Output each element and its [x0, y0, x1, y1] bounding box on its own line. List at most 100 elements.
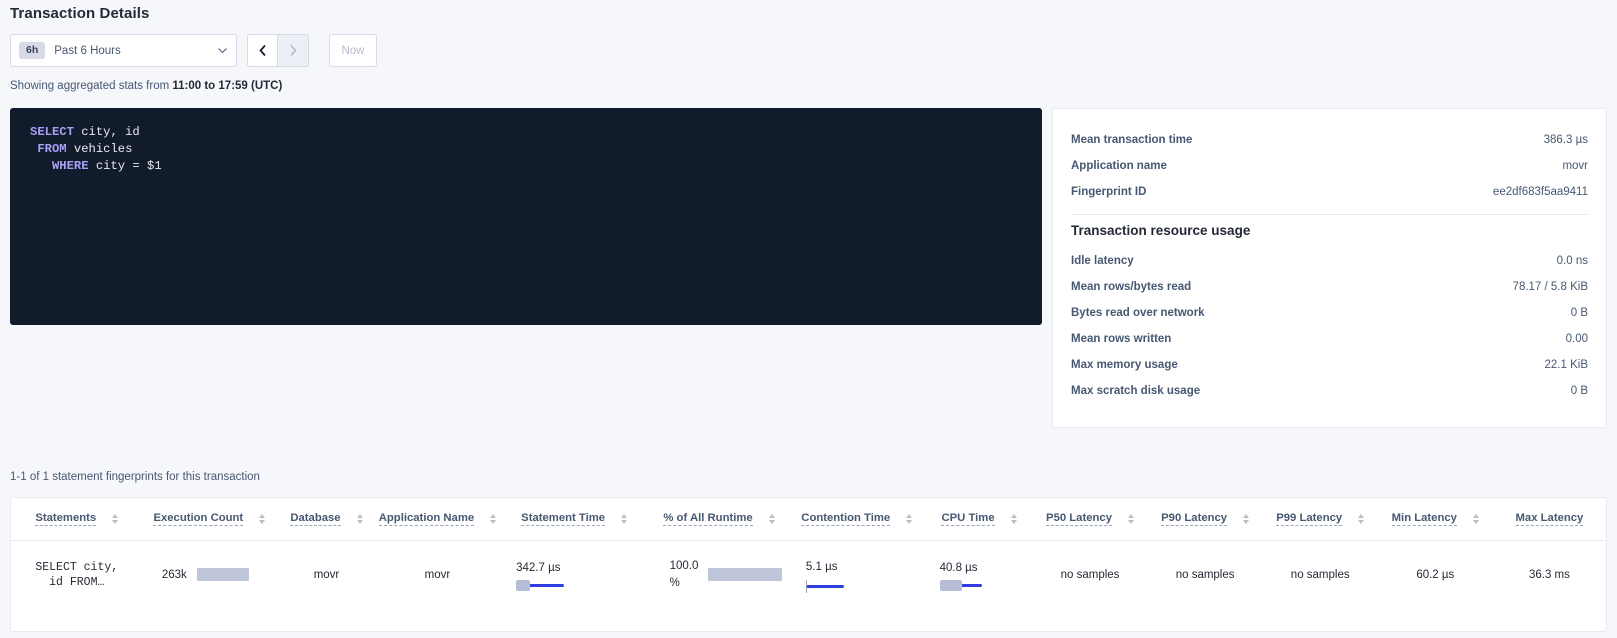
sort-icon[interactable]	[1243, 514, 1250, 524]
sort-icon[interactable]	[356, 514, 363, 524]
chevron-left-icon	[258, 44, 266, 57]
sql-keyword-select: SELECT	[30, 125, 74, 139]
cell-application-name: movr	[424, 568, 451, 581]
column-header-contention-time[interactable]: Contention Time	[787, 498, 926, 541]
statement-line-1: SELECT city,	[35, 560, 119, 574]
sort-icon[interactable]	[621, 514, 628, 524]
cell-p50-latency: no samples	[1060, 568, 1120, 581]
resource-key: Idle latency	[1071, 255, 1134, 267]
statement-line-2: id FROM…	[49, 575, 105, 589]
cell-pct-all-runtime: 100.0 %	[650, 541, 788, 609]
column-header-min-latency[interactable]: Min Latency	[1377, 498, 1493, 541]
chevron-right-icon	[290, 44, 297, 57]
cell-contention-time: 5.1 µs	[788, 541, 926, 609]
summary-divider	[1071, 214, 1588, 215]
pct-all-runtime-value: 100.0 %	[669, 559, 699, 589]
cell-max-latency: 36.3 ms	[1528, 568, 1570, 581]
execution-count-bar	[196, 568, 257, 582]
resource-row: Idle latency 0.0 ns	[1071, 248, 1588, 274]
resource-value: 0 B	[1570, 385, 1588, 397]
table-row[interactable]: SELECT city, id FROM… 263k movr movr 342…	[11, 541, 1606, 609]
resource-usage-heading: Transaction resource usage	[1071, 223, 1251, 238]
summary-key: Application name	[1071, 160, 1167, 172]
table-header-row: Statements Execution Count Database Appl…	[11, 498, 1606, 541]
contention-time-bar	[805, 579, 844, 594]
range-nav-group	[247, 34, 309, 67]
sort-icon[interactable]	[1472, 514, 1479, 524]
column-header-p50-latency[interactable]: P50 Latency	[1032, 498, 1148, 541]
column-header-pct-all-runtime[interactable]: % of All Runtime	[650, 498, 788, 541]
summary-value: movr	[1562, 160, 1588, 172]
resource-row: Max scratch disk usage 0 B	[1071, 378, 1588, 404]
next-range-button	[278, 34, 309, 67]
sort-icon[interactable]	[1127, 514, 1134, 524]
statement-time-bar	[516, 578, 565, 592]
aggregation-note-prefix: Showing aggregated stats from	[10, 80, 173, 92]
table-caption: 1-1 of 1 statement fingerprints for this…	[10, 471, 260, 483]
column-header-cpu-time[interactable]: CPU Time	[925, 498, 1033, 541]
resource-row: Max memory usage 22.1 KiB	[1071, 352, 1588, 378]
time-range-select[interactable]: 6h Past 6 Hours	[10, 34, 237, 67]
statement-time-value: 342.7 µs	[516, 562, 561, 575]
sql-keyword-from: FROM	[30, 142, 67, 156]
sql-line3-rest: city = $1	[88, 159, 162, 173]
column-header-application-name[interactable]: Application Name	[376, 498, 499, 541]
resource-row: Bytes read over network 0 B	[1071, 300, 1588, 326]
column-header-max-latency[interactable]: Max Latency	[1492, 498, 1606, 541]
time-range-toolbar: 6h Past 6 Hours Now	[10, 34, 377, 67]
page-title: Transaction Details	[10, 5, 150, 22]
resource-value: 0 B	[1570, 307, 1588, 319]
previous-range-button[interactable]	[247, 34, 278, 67]
summary-row: Mean transaction time 386.3 µs	[1071, 127, 1588, 153]
chevron-down-icon	[217, 45, 228, 56]
time-range-pill: 6h	[19, 42, 46, 59]
contention-time-value: 5.1 µs	[805, 561, 838, 574]
resource-key: Mean rows written	[1071, 333, 1172, 345]
cell-p99-latency: no samples	[1290, 568, 1350, 581]
summary-value: ee2df683f5aa9411	[1492, 186, 1588, 198]
pct-all-runtime-bar	[708, 568, 783, 582]
cell-min-latency: 60.2 µs	[1416, 568, 1455, 581]
resource-key: Max memory usage	[1071, 359, 1178, 371]
cell-cpu-time: 40.8 µs	[926, 541, 1033, 609]
resource-key: Mean rows/bytes read	[1071, 281, 1192, 293]
sort-icon[interactable]	[112, 514, 119, 524]
time-range-label: Past 6 Hours	[54, 44, 121, 57]
sql-line1-rest: city, id	[73, 125, 140, 139]
now-button: Now	[329, 34, 377, 67]
sort-icon[interactable]	[490, 514, 497, 524]
cell-database: movr	[313, 568, 340, 581]
column-header-p90-latency[interactable]: P90 Latency	[1147, 498, 1263, 541]
column-header-statements[interactable]: Statements	[11, 498, 143, 541]
cell-statement-time: 342.7 µs	[498, 541, 650, 609]
summary-row: Application name movr	[1071, 153, 1588, 179]
sort-icon[interactable]	[1358, 514, 1365, 524]
column-header-database[interactable]: Database	[276, 498, 377, 541]
statements-table-wrapper: Statements Execution Count Database Appl…	[10, 497, 1607, 632]
sort-icon[interactable]	[259, 514, 266, 524]
sort-icon[interactable]	[768, 514, 775, 524]
resource-value: 0.0 ns	[1556, 255, 1588, 267]
sort-icon[interactable]	[1010, 514, 1017, 524]
column-header-statement-time[interactable]: Statement Time	[498, 498, 651, 541]
column-header-p99-latency[interactable]: P99 Latency	[1262, 498, 1378, 541]
sql-line2-rest: vehicles	[66, 142, 133, 156]
cell-p90-latency: no samples	[1175, 568, 1235, 581]
cell-statement[interactable]: SELECT city, id FROM…	[11, 541, 143, 609]
summary-value: 386.3 µs	[1543, 134, 1588, 146]
cpu-time-value: 40.8 µs	[939, 562, 978, 575]
sort-icon[interactable]	[906, 514, 913, 524]
summary-key: Mean transaction time	[1071, 134, 1193, 146]
resource-key: Bytes read over network	[1071, 307, 1205, 319]
column-header-execution-count[interactable]: Execution Count	[142, 498, 277, 541]
resource-value: 0.00	[1565, 333, 1588, 345]
sql-statement-panel: SELECT city, id FROM vehicles WHERE city…	[10, 108, 1042, 325]
summary-row: Fingerprint ID ee2df683f5aa9411	[1071, 179, 1588, 205]
statements-table: Statements Execution Count Database Appl…	[11, 498, 1606, 609]
summary-key: Fingerprint ID	[1071, 186, 1147, 198]
resource-value: 22.1 KiB	[1544, 359, 1588, 371]
execution-count-value: 263k	[161, 568, 187, 581]
cpu-time-bar	[939, 578, 982, 592]
resource-row: Mean rows written 0.00	[1071, 326, 1588, 352]
